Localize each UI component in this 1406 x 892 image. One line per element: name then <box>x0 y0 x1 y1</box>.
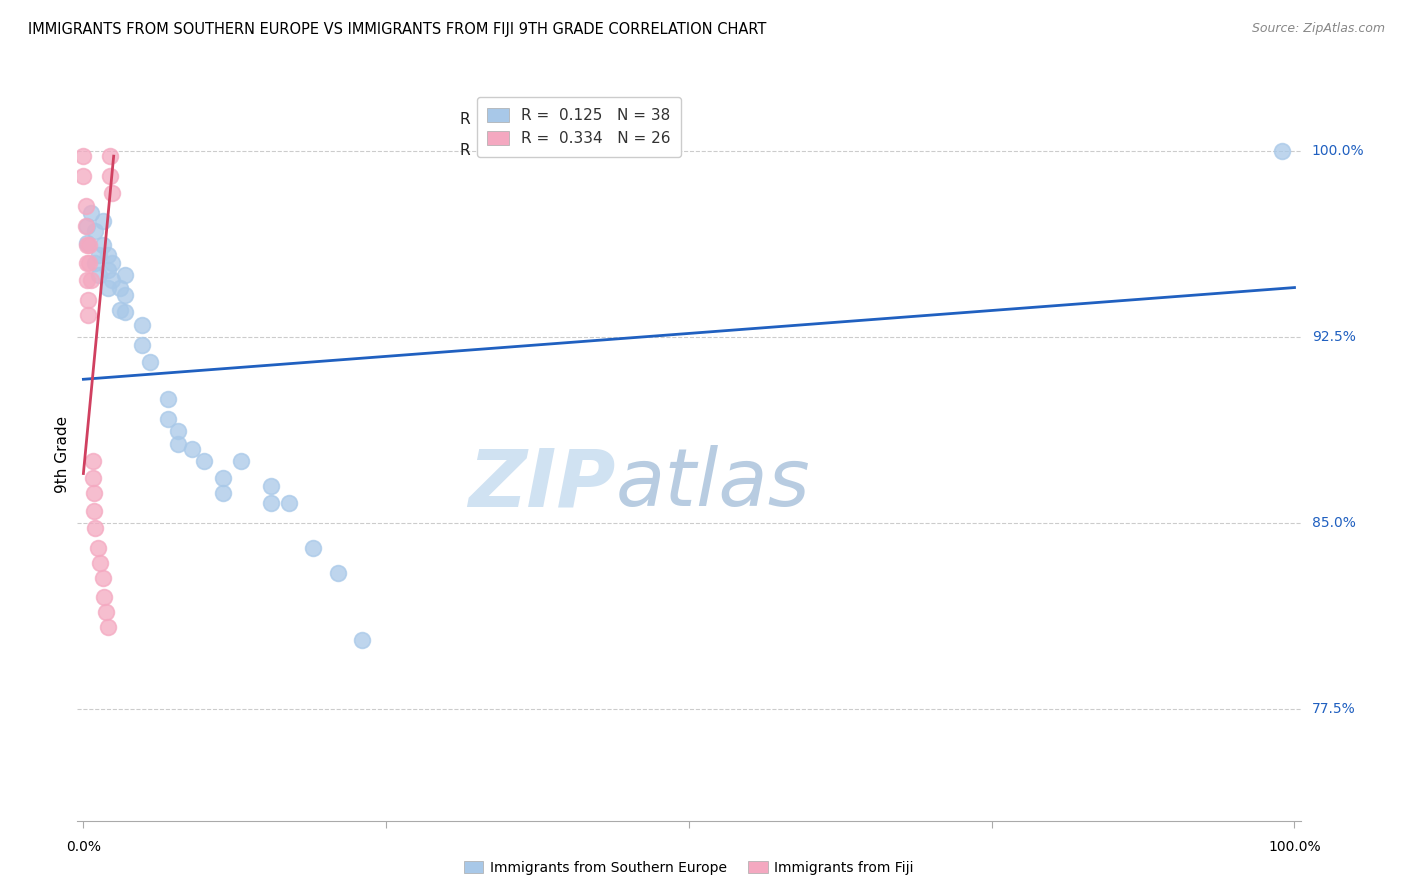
Text: atlas: atlas <box>616 445 810 524</box>
Point <box>96 606 118 620</box>
Point <box>98 149 121 163</box>
Point <box>89 248 111 262</box>
Point <box>131 337 153 351</box>
Point <box>98 169 121 183</box>
Text: N =: N = <box>546 143 579 158</box>
Text: R =: R = <box>460 143 494 158</box>
Text: 38: 38 <box>579 112 606 128</box>
Point <box>91 238 114 252</box>
Point <box>108 302 131 317</box>
Point <box>302 541 325 555</box>
Point <box>76 219 98 233</box>
Point <box>114 268 136 282</box>
Text: R =: R = <box>460 112 494 128</box>
Point <box>211 471 233 485</box>
Point <box>229 454 252 468</box>
Text: 26: 26 <box>579 143 606 158</box>
Point <box>76 256 98 270</box>
Point <box>97 280 120 294</box>
Text: 0.125: 0.125 <box>494 112 541 128</box>
Point <box>72 149 94 163</box>
Point <box>89 556 111 570</box>
Point <box>101 273 124 287</box>
Point <box>97 263 120 277</box>
Point <box>350 632 373 647</box>
Point <box>278 496 301 510</box>
Point <box>211 486 233 500</box>
Point <box>76 238 98 252</box>
Point <box>326 566 349 580</box>
Text: IMMIGRANTS FROM SOUTHERN EUROPE VS IMMIGRANTS FROM FIJI 9TH GRADE CORRELATION CH: IMMIGRANTS FROM SOUTHERN EUROPE VS IMMIG… <box>28 22 766 37</box>
Point <box>84 521 107 535</box>
Point <box>193 454 215 468</box>
Legend: R =  0.125   N = 38, R =  0.334   N = 26: R = 0.125 N = 38, R = 0.334 N = 26 <box>477 97 681 157</box>
Text: ZIP: ZIP <box>468 445 616 524</box>
Point <box>75 219 97 233</box>
Point <box>91 213 114 227</box>
Text: 92.5%: 92.5% <box>1312 330 1355 344</box>
Point <box>97 248 120 262</box>
Point <box>79 256 101 270</box>
Point <box>139 355 162 369</box>
Point <box>75 199 97 213</box>
Point <box>181 442 204 456</box>
Point <box>89 268 111 282</box>
Point <box>260 479 283 493</box>
Point <box>84 223 107 237</box>
Text: 0.0%: 0.0% <box>66 840 101 855</box>
Point <box>82 454 104 468</box>
Point <box>83 504 105 518</box>
Text: N =: N = <box>546 112 579 128</box>
Point <box>166 436 188 450</box>
Text: Source: ZipAtlas.com: Source: ZipAtlas.com <box>1251 22 1385 36</box>
Point <box>97 620 120 634</box>
Point <box>82 471 104 485</box>
Point <box>79 206 101 220</box>
Point <box>77 308 100 322</box>
Point <box>76 235 98 250</box>
Point <box>101 256 124 270</box>
Point <box>93 591 115 605</box>
Point <box>83 486 105 500</box>
Point <box>101 186 124 201</box>
Point <box>108 280 131 294</box>
Point <box>260 496 283 510</box>
Point <box>79 273 101 287</box>
Y-axis label: 9th Grade: 9th Grade <box>55 417 69 493</box>
Point <box>114 305 136 319</box>
Point <box>77 293 100 307</box>
Point <box>87 541 110 555</box>
Text: 77.5%: 77.5% <box>1312 702 1355 716</box>
Point <box>114 288 136 302</box>
Point <box>166 425 188 439</box>
Point <box>131 318 153 332</box>
Point <box>157 412 180 426</box>
Point <box>76 273 98 287</box>
Text: 0.334: 0.334 <box>494 143 541 158</box>
Legend: Immigrants from Southern Europe, Immigrants from Fiji: Immigrants from Southern Europe, Immigra… <box>458 855 920 880</box>
Point <box>157 392 180 406</box>
Point <box>79 238 101 252</box>
Point <box>84 256 107 270</box>
Point <box>1271 144 1294 158</box>
Text: 85.0%: 85.0% <box>1312 516 1355 530</box>
Point <box>91 571 114 585</box>
Point <box>72 169 94 183</box>
Text: 100.0%: 100.0% <box>1268 840 1320 855</box>
Text: 100.0%: 100.0% <box>1312 145 1364 158</box>
